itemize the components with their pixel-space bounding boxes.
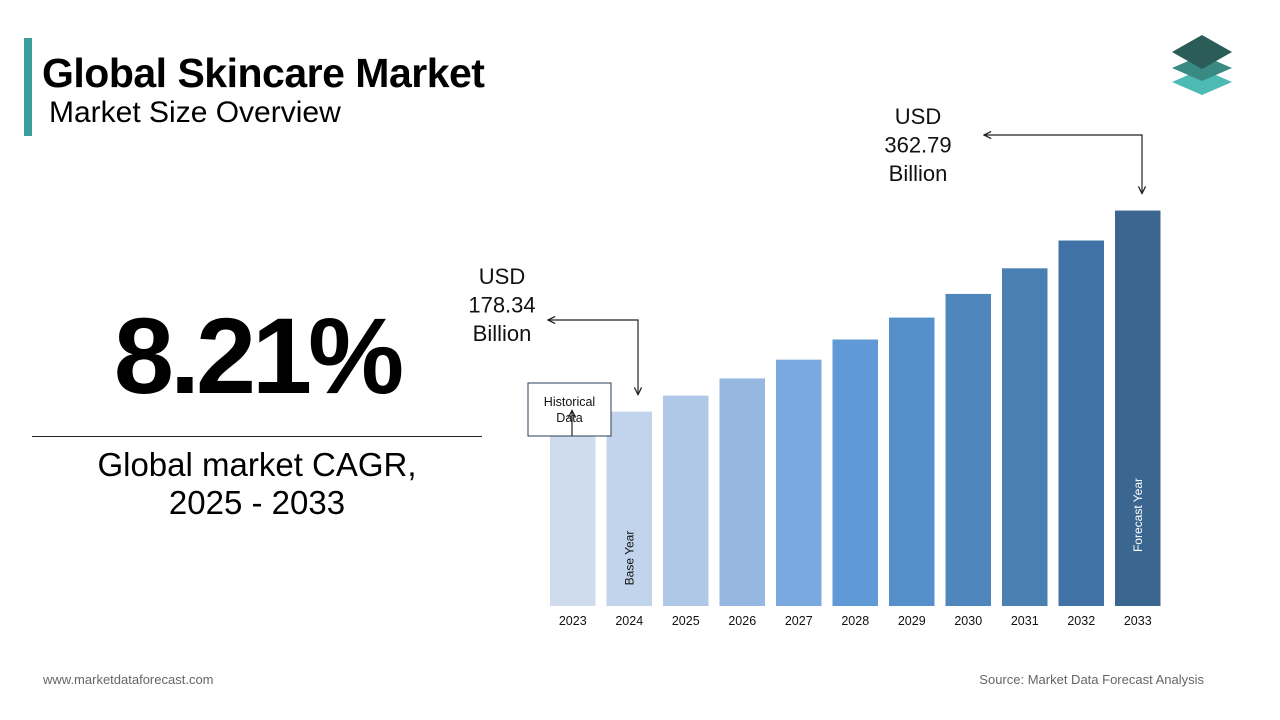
x-tick-label: 2030 [954,614,982,628]
bar-2032 [1058,240,1104,606]
x-tick-label: 2033 [1124,614,1152,628]
historical-data-box [527,382,612,437]
x-tick-label: 2032 [1067,614,1095,628]
bar-inner-label: Base Year [622,531,636,586]
bar-2025 [663,395,709,606]
bar-2026 [719,378,765,606]
x-tick-label: 2023 [559,614,587,628]
page-title: Global Skincare Market [42,50,485,96]
value-callout-arrow [548,320,638,395]
cagr-label-line1: Global market CAGR, [97,446,417,483]
value-callout-label: Billion [473,321,532,346]
x-tick-label: 2024 [615,614,643,628]
x-tick-label: 2025 [672,614,700,628]
footer-source: Source: Market Data Forecast Analysis [979,672,1204,687]
value-callout-arrow [984,135,1142,194]
historical-data-label: Data [556,411,582,425]
x-tick-label: 2031 [1011,614,1039,628]
value-callout-label: 178.34 [468,293,535,318]
stacked-layers-icon [1172,35,1232,95]
value-callout-label: USD [895,104,941,129]
footer-url[interactable]: www.marketdataforecast.com [43,672,214,687]
value-callout-label: USD [479,264,525,289]
cagr-value: 8.21% [113,295,404,416]
x-tick-label: 2028 [841,614,869,628]
title-accent-bar [24,38,32,136]
value-callout-label: Billion [889,161,948,186]
bar-2023 [550,426,596,606]
x-tick-label: 2027 [785,614,813,628]
historical-data-label: Historical [544,395,595,409]
bar-2029 [889,317,935,606]
x-tick-label: 2026 [728,614,756,628]
bar-2031 [1002,268,1048,606]
value-callout-label: 362.79 [884,133,951,158]
bar-2024 [606,411,652,606]
bar-2028 [832,339,878,606]
bar-inner-label: Forecast Year [1131,478,1145,552]
cagr-label-period: 2025 - 2033 [168,484,346,521]
bar-2027 [776,359,822,606]
x-tick-label: 2029 [898,614,926,628]
page-subtitle: Market Size Overview [49,96,341,129]
bar-2030 [945,293,991,606]
bar-2033 [1115,210,1161,606]
cagr-label: Global market CAGR, 2025 - 2033 [32,446,482,522]
cagr-divider [32,436,482,437]
